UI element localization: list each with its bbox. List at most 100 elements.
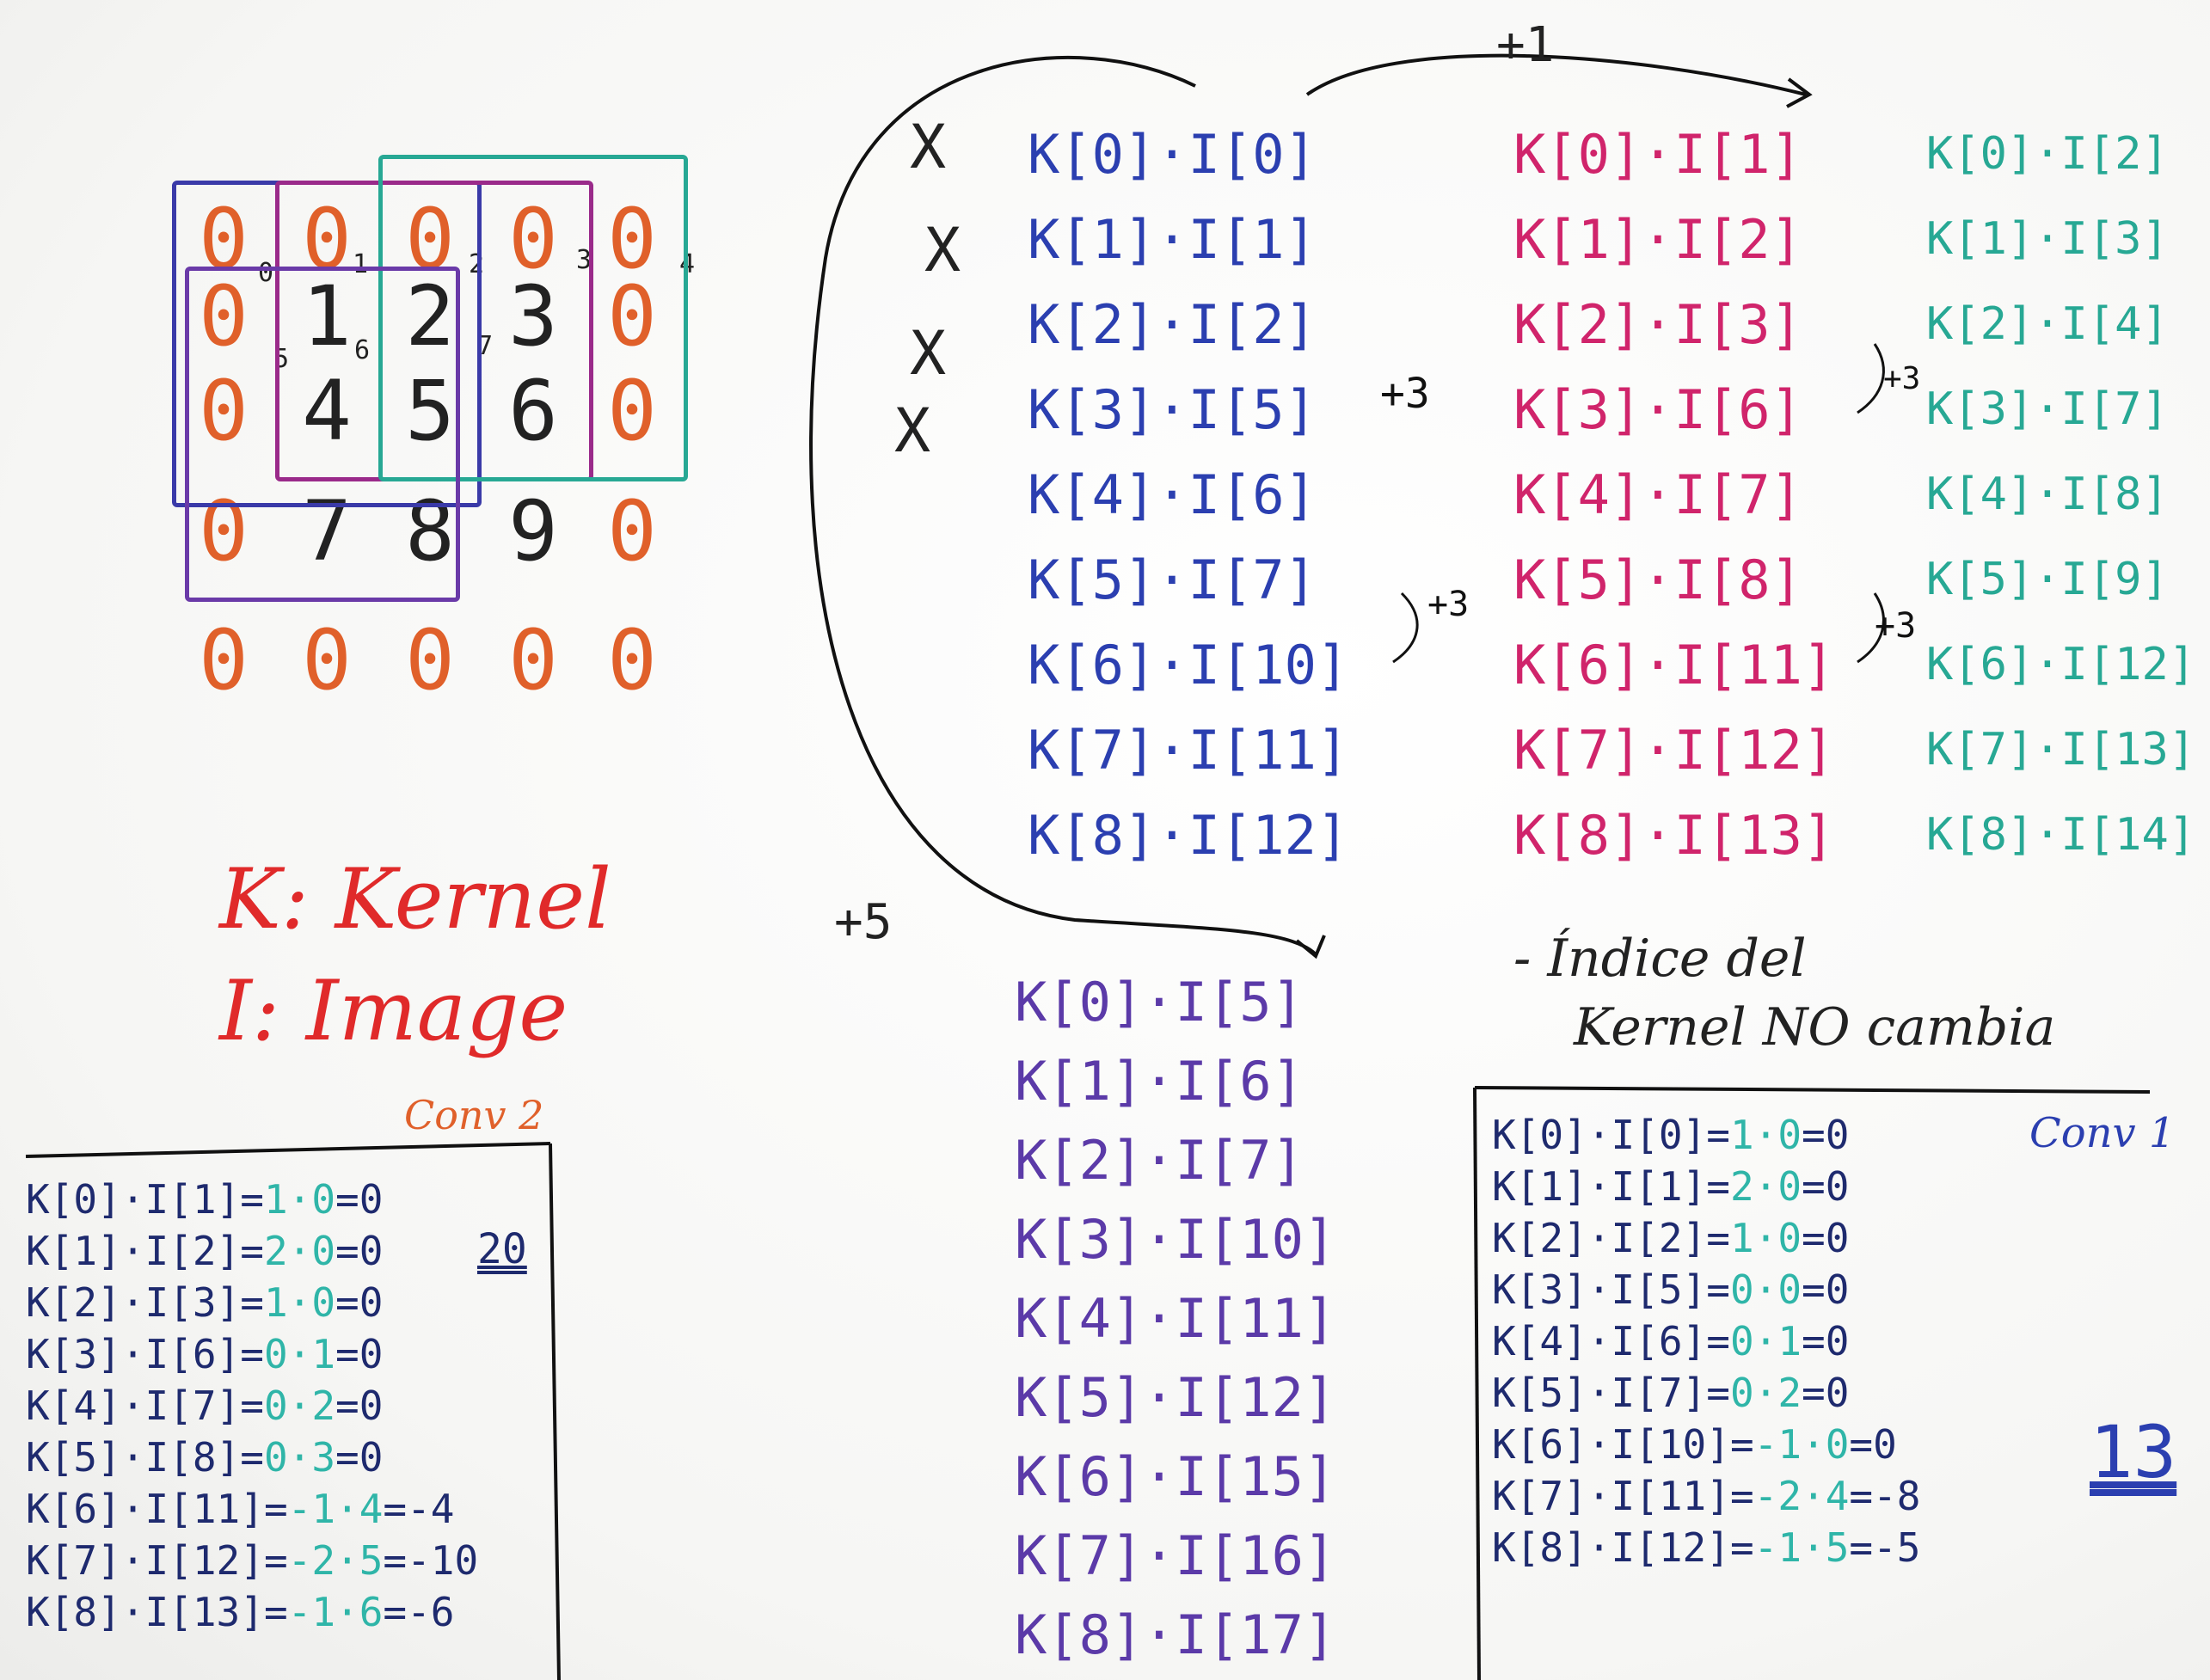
col4-item-7: K[7]·I[16] [1015, 1524, 1336, 1587]
conv2-row-5-lhs: K[5]·I[8]= [26, 1434, 264, 1481]
col1-item-3: K[3]·I[5] [1028, 378, 1317, 441]
conv1-row-7-res: =-8 [1849, 1473, 1921, 1519]
kernel-window-purple [185, 267, 460, 602]
grid-cell-2-4: 0 [607, 363, 657, 459]
plus3-label-2: +3 [1427, 585, 1470, 624]
grid-cell-4-3: 0 [508, 612, 558, 708]
conv2-title: Conv 2 [404, 1092, 544, 1138]
conv2-row-7: K[7]·I[12]=-2·5=-10 [26, 1535, 478, 1586]
conv2-box-right [549, 1143, 561, 1680]
col1-item-5: K[5]·I[7] [1028, 549, 1317, 611]
conv1-row-3-lhs: K[3]·I[5]= [1492, 1266, 1730, 1313]
conv1-row-8: K[8]·I[12]=-1·5=-5 [1492, 1522, 1921, 1573]
col1-item-2: K[2]·I[2] [1028, 293, 1317, 356]
conv1-title: Conv 1 [2029, 1109, 2176, 1157]
conv2-row-8: K[8]·I[13]=-1·6=-6 [26, 1586, 478, 1638]
grid-cell-4-0: 0 [199, 612, 249, 708]
conv2-row-0: K[0]·I[1]=1·0=0 [26, 1174, 478, 1225]
conv1-row-8-res: =-5 [1849, 1524, 1921, 1571]
col2-item-4: K[4]·I[7] [1513, 463, 1802, 526]
col1-item-0: K[0]·I[0] [1028, 123, 1317, 186]
cross-mark-4: X [894, 395, 931, 466]
note-line-1: - Índice del [1513, 929, 1807, 989]
grid-cell-4-4: 0 [607, 612, 657, 708]
conv1-row-4-lhs: K[4]·I[6]= [1492, 1318, 1730, 1364]
conv1-row-4: K[4]·I[6]=0·1=0 [1492, 1315, 1921, 1367]
grid-cell-2-1: 4 [302, 363, 352, 459]
conv1-row-7: K[7]·I[11]=-2·4=-8 [1492, 1470, 1921, 1522]
conv1-row-4-res: =0 [1802, 1318, 1850, 1364]
conv1-row-7-mid: -2·4 [1753, 1473, 1850, 1519]
col3-item-0: K[0]·I[2] [1926, 128, 2169, 180]
conv2-row-8-res: =-6 [383, 1589, 455, 1635]
conv1-row-0: K[0]·I[0]=1·0=0 [1492, 1109, 1921, 1161]
conv2-row-1-res: =0 [335, 1228, 384, 1274]
grid-cell-1-1: 1 [302, 268, 352, 365]
col2-item-3: K[3]·I[6] [1513, 378, 1802, 441]
conv2-total: 20 [477, 1225, 527, 1273]
col2-item-0: K[0]·I[1] [1513, 123, 1802, 186]
col3-item-7: K[7]·I[13] [1926, 724, 2196, 776]
conv2-row-0-res: =0 [335, 1176, 384, 1223]
conv1-row-7-lhs: K[7]·I[11]= [1492, 1473, 1754, 1519]
conv2-row-2-res: =0 [335, 1279, 384, 1326]
plus3-label-3: +3 [1883, 361, 1921, 396]
conv2-row-2-mid: 1·0 [263, 1279, 336, 1326]
kernel-window-teal [378, 155, 688, 481]
conv1-row-5-res: =0 [1802, 1370, 1850, 1416]
conv2-box-top [25, 1142, 551, 1158]
conv1-row-6: K[6]·I[10]=-1·0=0 [1492, 1419, 1921, 1470]
col4-item-2: K[2]·I[7] [1015, 1129, 1304, 1192]
conv2-row-1-mid: 2·0 [263, 1228, 336, 1274]
conv1-row-4-mid: 0·1 [1729, 1318, 1802, 1364]
conv2-row-6-lhs: K[6]·I[11]= [26, 1486, 288, 1532]
conv1-box-left [1473, 1087, 1481, 1680]
conv2-row-6-res: =-4 [383, 1486, 455, 1532]
conv2-row-7-res: =-10 [383, 1537, 479, 1584]
grid-cell-3-4: 0 [607, 483, 657, 579]
legend-kernel: K: Kernel [219, 851, 611, 947]
conv1-row-1-lhs: K[1]·I[1]= [1492, 1163, 1730, 1210]
legend-image: I: Image [219, 963, 568, 1059]
conv1-row-5: K[5]·I[7]=0·2=0 [1492, 1367, 1921, 1419]
cross-mark-1: X [910, 112, 947, 182]
conv2-row-3-res: =0 [335, 1331, 384, 1377]
col2-item-6: K[6]·I[11] [1513, 634, 1835, 696]
grid-index-label-0: 0 [258, 258, 274, 288]
cross-mark-3: X [910, 318, 947, 389]
conv3-products-column: K[0]·I[2] K[1]·I[3] K[2]·I[4] K[3]·I[7] K[4]… [1926, 112, 2195, 878]
conv1-total: 13 [2090, 1410, 2177, 1494]
col1-item-1: K[1]·I[1] [1028, 208, 1317, 271]
conv2-row-3-mid: 0·1 [263, 1331, 336, 1377]
col2-item-8: K[8]·I[13] [1513, 804, 1835, 867]
conv1-row-1-res: =0 [1802, 1163, 1850, 1210]
plus3-arrow-2 [1857, 343, 1885, 414]
conv1-row-5-lhs: K[5]·I[7]= [1492, 1370, 1730, 1416]
col4-item-1: K[1]·I[6] [1015, 1050, 1304, 1113]
conv1-row-2-res: =0 [1802, 1215, 1850, 1261]
conv2-row-1: K[1]·I[2]=2·0=0 [26, 1225, 478, 1277]
conv2-row-4-mid: 0·2 [263, 1383, 336, 1429]
col3-item-3: K[3]·I[7] [1926, 383, 2169, 435]
cross-mark-2: X [924, 215, 961, 285]
grid-cell-3-3: 9 [508, 483, 558, 579]
col3-item-2: K[2]·I[4] [1926, 298, 2169, 350]
col4-item-8: K[8]·I[17] [1015, 1603, 1336, 1666]
plus1-label: +1 [1496, 17, 1555, 73]
conv2-products-column: K[0]·I[1] K[1]·I[2] K[2]·I[3] K[3]·I[6] K[4]… [1513, 112, 1834, 878]
col2-item-5: K[5]·I[8] [1513, 549, 1802, 611]
grid-cell-4-2: 0 [405, 612, 455, 708]
col2-item-7: K[7]·I[12] [1513, 719, 1835, 782]
conv1-row-6-res: =0 [1849, 1421, 1897, 1468]
col1-item-8: K[8]·I[12] [1028, 804, 1349, 867]
conv2-row-5: K[5]·I[8]=0·3=0 [26, 1432, 478, 1483]
conv2-row-5-res: =0 [335, 1434, 384, 1481]
conv2-row-7-mid: -2·5 [287, 1537, 384, 1584]
col3-item-8: K[8]·I[14] [1926, 809, 2196, 861]
col4-item-0: K[0]·I[5] [1015, 971, 1304, 1033]
conv1-row-0-lhs: K[0]·I[0]= [1492, 1112, 1730, 1158]
note-line-2: Kernel NO cambia [1574, 997, 2056, 1058]
col3-item-1: K[1]·I[3] [1926, 213, 2169, 265]
conv1-row-1: K[1]·I[1]=2·0=0 [1492, 1161, 1921, 1212]
